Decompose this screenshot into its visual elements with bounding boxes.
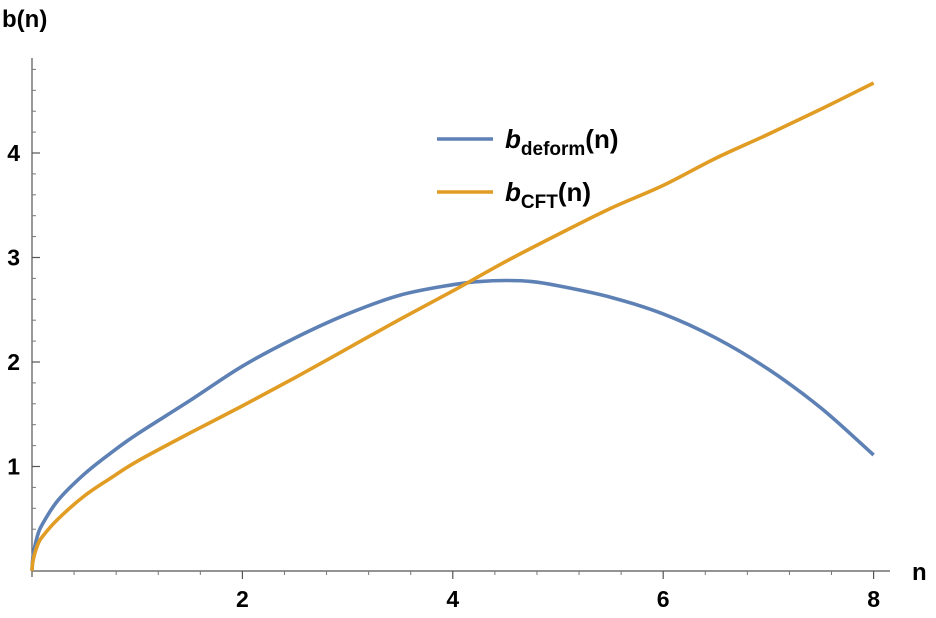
legend-label-deform: bdeform(n) <box>505 124 619 160</box>
series-line-cft <box>30 81 875 572</box>
x-tick-label: 2 <box>236 586 249 612</box>
x-tick-label: 8 <box>867 586 880 612</box>
legend: bdeform(n) bCFT(n) <box>437 124 619 213</box>
x-ticks: 2 4 6 8 <box>73 571 880 612</box>
series-layer <box>30 81 875 572</box>
y-tick-label: 2 <box>7 349 20 375</box>
y-tick-label: 3 <box>7 245 20 271</box>
x-tick-label: 4 <box>446 586 459 612</box>
y-ticks: 1 2 3 4 <box>7 68 40 551</box>
y-axis-title: b(n) <box>2 6 47 33</box>
legend-label-cft: bCFT(n) <box>505 177 591 213</box>
x-tick-label: 6 <box>657 586 670 612</box>
axes: 2 4 6 8 1 2 3 4 <box>7 58 890 612</box>
series-line-deform <box>30 278 875 572</box>
x-axis-title: n <box>912 559 927 586</box>
y-tick-label: 1 <box>7 454 20 480</box>
y-tick-label: 4 <box>7 140 20 166</box>
